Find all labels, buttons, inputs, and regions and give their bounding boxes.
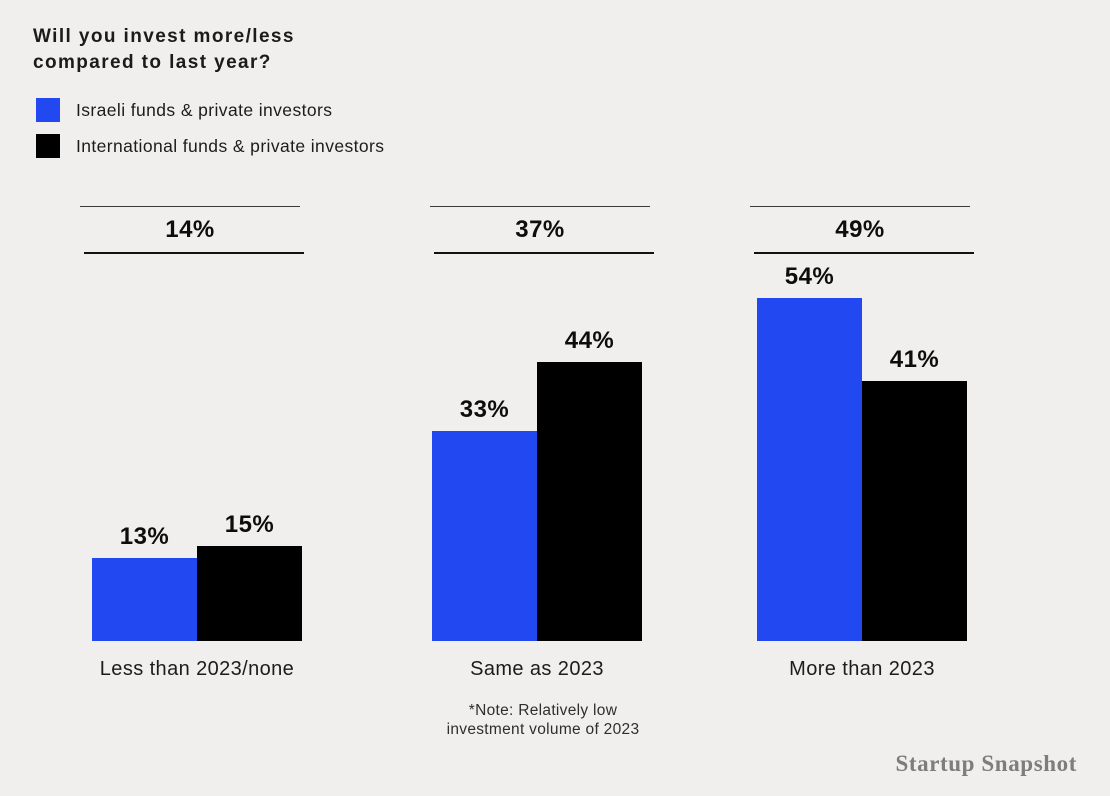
divider-line-bottom (434, 252, 654, 254)
bar-international-more-than-2023 (862, 381, 967, 641)
bar-group-israeli-same-as-2023: 33% (432, 396, 537, 641)
bar-israeli-less-than-2023 (92, 558, 197, 641)
bar-group-israeli-less-than-2023: 13% (92, 523, 197, 641)
bar-value-label: 15% (224, 511, 275, 538)
legend-label-israeli: Israeli funds & private investors (76, 99, 333, 120)
divider-line-top (80, 206, 300, 208)
bar-group-israeli-more-than-2023: 54% (757, 263, 862, 641)
divider-line-top (430, 206, 650, 208)
group-total-label: 14% (165, 216, 215, 243)
category-label-less-than-2023: Less than 2023/none (99, 658, 295, 680)
chart-title: Will you invest more/less compared to la… (33, 24, 295, 76)
legend-item-israeli: Israeli funds & private investors (36, 98, 332, 122)
bar-international-same-as-2023 (537, 362, 642, 641)
legend-item-international: International funds & private investors (36, 134, 384, 158)
bar-value-label: 54% (784, 263, 835, 290)
footnote: *Note: Relatively low investment volume … (393, 701, 693, 739)
bar-group-international-same-as-2023: 44% (537, 327, 642, 641)
brand-logo-text: Startup Snapshot (895, 751, 1077, 776)
legend-label-international: International funds & private investors (76, 135, 385, 156)
bar-value-label: 44% (564, 327, 615, 354)
group-total-label: 37% (515, 216, 565, 243)
bar-value-label: 33% (459, 396, 510, 423)
bar-group-international-less-than-2023: 15% (197, 511, 302, 641)
bar-israeli-same-as-2023 (432, 431, 537, 641)
bar-international-less-than-2023 (197, 546, 302, 641)
legend-swatch-israeli (36, 98, 60, 122)
chart-title-line2: compared to last year? (33, 52, 272, 73)
bar-value-label: 41% (889, 346, 940, 373)
chart-title-line1: Will you invest more/less (33, 26, 295, 47)
category-label-same-as-2023: Same as 2023 (470, 658, 604, 680)
footnote-line1: *Note: Relatively low (468, 702, 618, 719)
group-total-label: 49% (835, 216, 885, 243)
footnote-line2: investment volume of 2023 (446, 721, 640, 738)
legend-swatch-international (36, 134, 60, 158)
bar-group-international-more-than-2023: 41% (862, 346, 967, 641)
category-label-more-than-2023: More than 2023 (789, 658, 935, 680)
bar-value-label: 13% (119, 523, 170, 550)
divider-line-bottom (754, 252, 974, 254)
bar-israeli-more-than-2023 (757, 298, 862, 641)
divider-line-top (750, 206, 970, 208)
divider-line-bottom (84, 252, 304, 254)
